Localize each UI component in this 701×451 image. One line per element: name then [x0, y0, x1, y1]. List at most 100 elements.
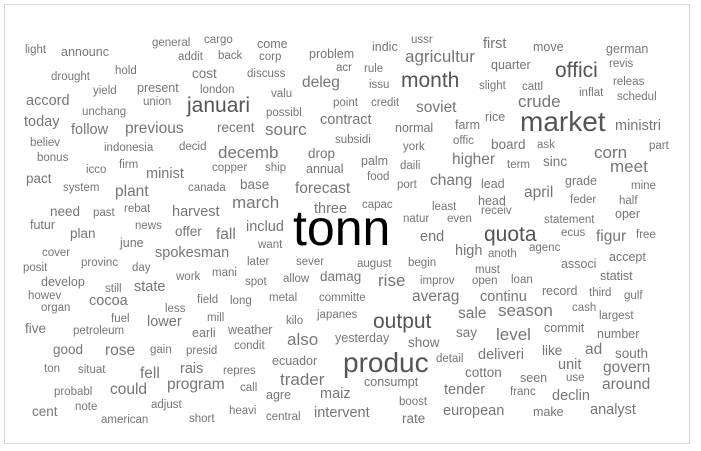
word-like: like: [542, 343, 563, 358]
word-fell: fell: [140, 365, 160, 382]
word-copper: copper: [212, 162, 248, 174]
word-weather: weather: [228, 323, 273, 337]
word-allow: allow: [283, 273, 310, 285]
word-improv: improv: [420, 275, 455, 287]
word-agenc: agenc: [529, 242, 561, 254]
word-seen: seen: [520, 371, 548, 385]
word-sever: sever: [296, 256, 325, 268]
word-american: american: [101, 414, 149, 426]
word-sourc: sourc: [265, 120, 307, 139]
word-anoth: anoth: [488, 248, 517, 260]
word-term: term: [507, 159, 530, 171]
word-statement: statement: [544, 214, 595, 226]
word-rice: rice: [485, 110, 506, 124]
word-corn: corn: [594, 143, 628, 162]
word-fall: fall: [216, 226, 236, 243]
word-short: short: [189, 413, 215, 425]
word-figur: figur: [596, 228, 627, 245]
word-around: around: [602, 376, 651, 393]
word-half: half: [619, 195, 638, 207]
word-cent: cent: [32, 404, 58, 419]
word-must: must: [475, 264, 500, 276]
word-least: least: [432, 201, 457, 213]
word-slight: slight: [479, 80, 506, 92]
word-issu: issu: [369, 79, 390, 91]
word-declin: declin: [552, 388, 590, 404]
word-commit: commit: [544, 321, 585, 335]
word-condit: condit: [234, 340, 265, 352]
word-metal: metal: [269, 292, 298, 304]
word-today: today: [24, 114, 60, 130]
word-capac: capac: [362, 199, 393, 211]
word-gain: gain: [150, 344, 172, 356]
word-heavi: heavi: [229, 405, 257, 417]
word-general: general: [152, 37, 191, 49]
word-london: london: [200, 84, 235, 96]
word-cover: cover: [42, 247, 71, 259]
word-season: season: [498, 301, 553, 320]
word-normal: normal: [395, 121, 434, 135]
word-could: could: [110, 381, 148, 398]
word-petroleum: petroleum: [73, 325, 125, 337]
word-food: food: [367, 171, 390, 183]
word-tonn: tonn: [293, 200, 391, 256]
word-produc: produc: [343, 347, 429, 378]
word-forecast: forecast: [295, 180, 351, 197]
word-follow: follow: [71, 122, 109, 138]
word-part: part: [649, 140, 669, 152]
word-franc: franc: [510, 386, 536, 398]
word-intervent: intervent: [314, 405, 370, 421]
word-unit: unit: [558, 357, 582, 373]
word-cattl: cattl: [522, 81, 544, 93]
word-less: less: [165, 303, 186, 315]
word-begin: begin: [408, 257, 437, 269]
word-european: european: [443, 403, 505, 419]
word-icco: icco: [86, 164, 107, 176]
word-decid: decid: [179, 141, 207, 153]
word-rate: rate: [402, 411, 426, 426]
word-ministri: ministri: [615, 118, 661, 134]
word-detail: detail: [436, 353, 464, 365]
word-feder: feder: [570, 194, 597, 206]
word-bonus: bonus: [37, 152, 69, 164]
word-yield: yield: [93, 85, 117, 97]
word-firm: firm: [119, 159, 139, 171]
word-boost: boost: [399, 396, 428, 408]
word-system: system: [63, 182, 100, 194]
word-januari: januari: [187, 94, 251, 117]
word-subsidi: subsidi: [335, 134, 371, 146]
word-offici: offici: [555, 59, 598, 82]
word-field: field: [197, 294, 219, 306]
word-schedul: schedul: [617, 91, 657, 103]
word-open: open: [472, 275, 498, 287]
word-first: first: [483, 36, 507, 52]
word-valu: valu: [271, 88, 293, 100]
word-union: union: [143, 96, 172, 108]
word-rise: rise: [378, 271, 406, 290]
word-committe: committe: [319, 292, 366, 304]
word-later: later: [247, 256, 270, 268]
word-analyst: analyst: [590, 402, 636, 418]
word-presid: presid: [186, 345, 218, 357]
word-quota: quota: [484, 223, 537, 246]
word-accord: accord: [26, 93, 70, 109]
word-cost: cost: [192, 66, 217, 81]
word-april: april: [524, 184, 554, 201]
word-ship: ship: [265, 162, 287, 174]
word-futur: futur: [30, 218, 56, 232]
word-hold: hold: [115, 65, 137, 77]
word-market: market: [520, 106, 606, 137]
word-say: say: [456, 325, 478, 340]
word-still: still: [105, 283, 122, 295]
word-spokesman: spokesman: [155, 245, 230, 261]
word-loan: loan: [511, 274, 533, 286]
word-base: base: [240, 177, 270, 192]
word-sinc: sinc: [543, 154, 568, 169]
word-damag: damag: [320, 269, 362, 284]
word-organ: organ: [41, 302, 71, 314]
word-south: south: [615, 346, 649, 361]
word-mani: mani: [212, 267, 237, 279]
word-largest: largest: [599, 310, 634, 322]
word-maiz: maiz: [320, 386, 351, 402]
word-work: work: [176, 271, 201, 283]
